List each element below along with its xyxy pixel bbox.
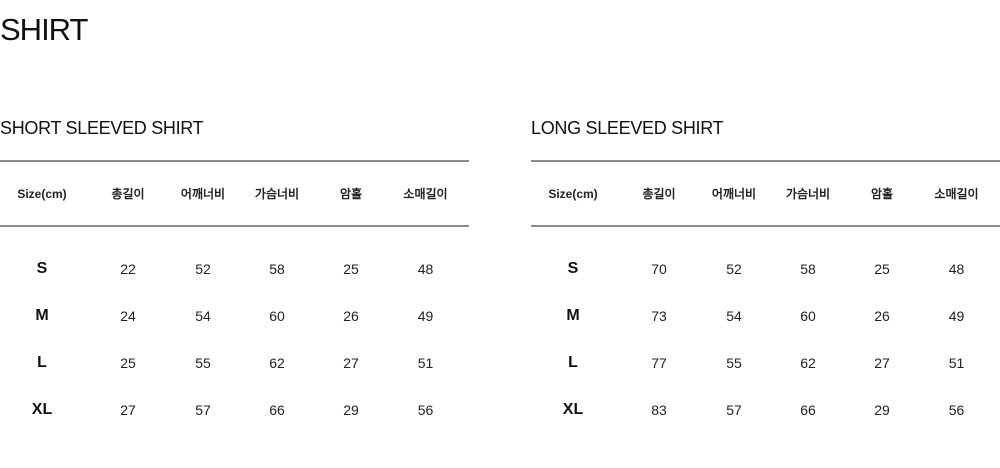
measurement-cell: 25	[874, 260, 890, 277]
column-header: 소매길이	[934, 187, 979, 201]
measurement-cell: 24	[120, 307, 136, 324]
size-label: XL	[562, 400, 584, 418]
table-row: L 25 55 62 27 51	[0, 339, 469, 386]
measurement-cell: 77	[651, 354, 667, 371]
measurement-cell: 25	[120, 354, 136, 371]
table-row: XL 27 57 66 29 56	[0, 386, 469, 433]
column-header: 총길이	[642, 187, 676, 201]
measurement-cell: 56	[417, 401, 434, 418]
measurement-cell: 22	[120, 260, 136, 277]
measurement-cell: 60	[800, 307, 816, 324]
divider	[0, 225, 469, 227]
column-header: 어깨너비	[180, 187, 226, 201]
header-row: Size(cm) 총길이 어깨너비 가슴너비 암홀 소매길이	[0, 162, 469, 225]
measurement-cell: 83	[651, 401, 667, 418]
measurement-cell: 29	[874, 401, 890, 418]
size-label: M	[566, 306, 580, 324]
measurement-cell: 52	[726, 260, 742, 277]
measurement-cell: 26	[874, 307, 890, 324]
measurement-cell: 62	[800, 354, 816, 371]
divider	[531, 160, 1000, 162]
measurement-cell: 55	[726, 354, 742, 371]
column-header: Size(cm)	[17, 186, 67, 201]
measurement-cell: 48	[948, 260, 965, 277]
column-header: 가슴너비	[785, 187, 831, 201]
table-row: M 24 54 60 26 49	[0, 292, 469, 339]
measurement-cell: 73	[651, 307, 667, 324]
measurement-cell: 51	[417, 354, 434, 371]
size-label: S	[567, 259, 579, 277]
size-table-short-sleeved: SHORT SLEEVED SHIRT Size(cm) 총길이 어깨너비 가슴너비 암홀…	[0, 118, 469, 433]
column-header: 암홀	[870, 187, 894, 201]
measurement-cell: 60	[269, 307, 285, 324]
divider	[531, 225, 1000, 227]
column-header: 어깨너비	[711, 187, 757, 201]
table-row: M 73 54 60 26 49	[531, 292, 1000, 339]
divider	[0, 160, 469, 162]
page-title: SHIRT	[0, 12, 88, 47]
size-label: M	[35, 306, 49, 324]
measurement-cell: 49	[948, 307, 965, 324]
table-row: S 22 52 58 25 48	[0, 245, 469, 292]
measurement-cell: 25	[343, 260, 359, 277]
measurement-cell: 57	[726, 401, 742, 418]
measurement-cell: 66	[269, 401, 285, 418]
measurement-cell: 62	[269, 354, 285, 371]
table-row: L 77 55 62 27 51	[531, 339, 1000, 386]
measurement-cell: 70	[651, 260, 667, 277]
measurement-cell: 54	[726, 307, 742, 324]
size-label: L	[568, 353, 578, 371]
table-title: LONG SLEEVED SHIRT	[531, 118, 724, 138]
measurement-cell: 27	[874, 354, 890, 371]
table-title: SHORT SLEEVED SHIRT	[0, 118, 204, 138]
size-label: L	[37, 353, 47, 371]
measurement-cell: 29	[343, 401, 359, 418]
measurement-cell: 49	[417, 307, 434, 324]
measurement-cell: 57	[195, 401, 211, 418]
measurement-cell: 55	[195, 354, 211, 371]
column-header: Size(cm)	[548, 186, 598, 201]
table-row: XL 83 57 66 29 56	[531, 386, 1000, 433]
header-row: Size(cm) 총길이 어깨너비 가슴너비 암홀 소매길이	[531, 162, 1000, 225]
measurement-cell: 26	[343, 307, 359, 324]
measurement-cell: 27	[343, 354, 359, 371]
column-header: 소매길이	[403, 187, 448, 201]
measurement-cell: 66	[800, 401, 816, 418]
table-row: S 70 52 58 25 48	[531, 245, 1000, 292]
measurement-cell: 58	[800, 260, 816, 277]
size-table-long-sleeved: LONG SLEEVED SHIRT Size(cm) 총길이 어깨너비 가슴너비 암홀 소…	[531, 118, 1000, 433]
column-header: 총길이	[111, 187, 145, 201]
column-header: 가슴너비	[254, 187, 300, 201]
measurement-cell: 54	[195, 307, 211, 324]
measurement-cell: 48	[417, 260, 434, 277]
measurement-cell: 27	[120, 401, 136, 418]
column-header: 암홀	[339, 187, 363, 201]
measurement-cell: 52	[195, 260, 211, 277]
measurement-cell: 58	[269, 260, 285, 277]
size-label: XL	[31, 400, 53, 418]
measurement-cell: 56	[948, 401, 965, 418]
measurement-cell: 51	[948, 354, 965, 371]
size-label: S	[36, 259, 48, 277]
